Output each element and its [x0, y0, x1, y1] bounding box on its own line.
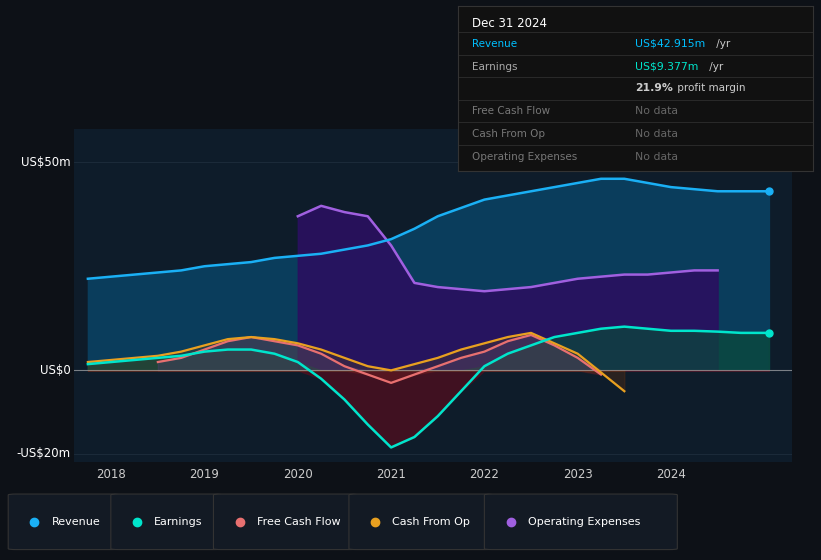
Text: Revenue: Revenue: [472, 39, 517, 49]
Text: US$50m: US$50m: [21, 156, 71, 169]
Text: Revenue: Revenue: [52, 517, 100, 527]
Text: Cash From Op: Cash From Op: [392, 517, 470, 527]
Text: Dec 31 2024: Dec 31 2024: [472, 17, 548, 30]
Text: Free Cash Flow: Free Cash Flow: [257, 517, 341, 527]
Text: /yr: /yr: [706, 62, 723, 72]
Text: Cash From Op: Cash From Op: [472, 129, 545, 139]
Text: US$9.377m: US$9.377m: [635, 62, 699, 72]
Text: US$42.915m: US$42.915m: [635, 39, 706, 49]
FancyBboxPatch shape: [484, 494, 677, 549]
FancyBboxPatch shape: [8, 494, 119, 549]
Text: No data: No data: [635, 129, 678, 139]
Text: /yr: /yr: [713, 39, 731, 49]
Text: No data: No data: [635, 152, 678, 162]
Text: Free Cash Flow: Free Cash Flow: [472, 106, 550, 116]
Text: profit margin: profit margin: [675, 83, 746, 93]
Text: Operating Expenses: Operating Expenses: [472, 152, 577, 162]
Text: Earnings: Earnings: [472, 62, 518, 72]
FancyBboxPatch shape: [111, 494, 222, 549]
Text: US$0: US$0: [39, 364, 71, 377]
Text: No data: No data: [635, 106, 678, 116]
Text: -US$20m: -US$20m: [16, 447, 71, 460]
Text: Operating Expenses: Operating Expenses: [528, 517, 640, 527]
FancyBboxPatch shape: [213, 494, 357, 549]
Text: Earnings: Earnings: [154, 517, 203, 527]
FancyBboxPatch shape: [349, 494, 493, 549]
Text: 21.9%: 21.9%: [635, 83, 673, 93]
